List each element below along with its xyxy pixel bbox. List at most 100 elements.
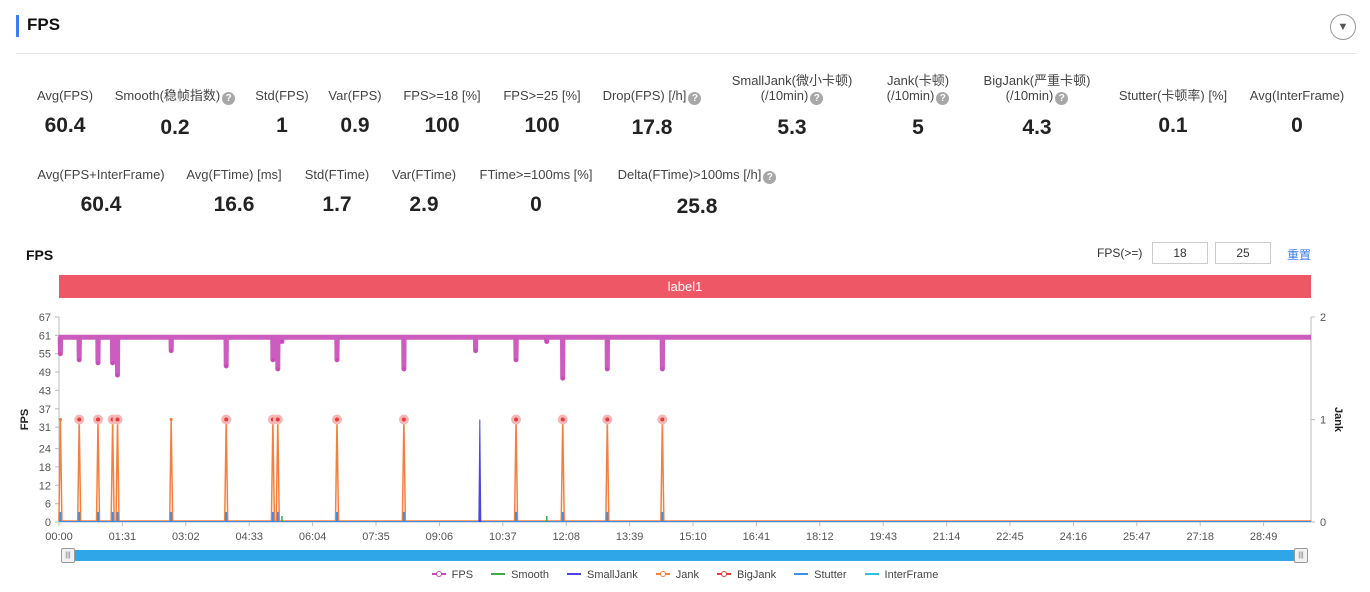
- help-icon[interactable]: ?: [810, 92, 824, 105]
- fps-dip-point: [402, 367, 406, 371]
- label-bar[interactable]: label1: [59, 275, 1311, 298]
- smalljank-spike: [478, 419, 482, 523]
- stat-stats_row1-9: BigJank(严重卡顿) (/10min)? 4.3: [947, 73, 1127, 139]
- stat-label: Var(FPS): [328, 88, 382, 103]
- fps-dip-point: [660, 367, 665, 371]
- x-tick-label: 06:04: [299, 531, 327, 543]
- jank-point: [58, 417, 62, 422]
- stat-value: 0: [1291, 114, 1303, 137]
- left-tick-label: 6: [45, 499, 51, 511]
- stat-stats_row1-4: FPS>=18 [%] 100: [352, 88, 532, 137]
- help-icon[interactable]: ?: [763, 171, 777, 184]
- stat-label: Delta(FTime)>100ms [/h]?: [607, 167, 787, 184]
- x-tick-label: 21:14: [933, 531, 961, 543]
- bigjank-point: [96, 417, 101, 422]
- fps-dip-point: [115, 373, 120, 377]
- legend-item-fps[interactable]: FPS: [431, 569, 473, 581]
- slider-left-handle[interactable]: |||: [61, 548, 75, 563]
- fps-dip-point: [110, 361, 115, 365]
- stat-label: BigJank(严重卡顿): [983, 73, 1091, 88]
- stat-stats_row1-10: Stutter(卡顿率) [%] 0.1: [1083, 88, 1263, 137]
- stat-stats_row2-5: Delta(FTime)>100ms [/h]? 25.8: [607, 167, 787, 218]
- stat-value: 1: [276, 114, 288, 137]
- fps-dip-point: [605, 367, 610, 371]
- help-icon[interactable]: ?: [688, 92, 702, 105]
- stutter-bar: [335, 512, 338, 522]
- fps-chart-title: FPS: [26, 247, 54, 263]
- stat-stats_row1-7: SmallJank(微小卡顿) (/10min)? 5.3: [702, 73, 882, 139]
- legend-swatch-icon: [566, 570, 581, 578]
- stutter-bar: [116, 512, 119, 522]
- x-tick-label: 07:35: [362, 531, 390, 543]
- help-icon[interactable]: ?: [222, 92, 236, 105]
- left-tick-label: 67: [39, 312, 51, 324]
- right-tick-label: 1: [1320, 415, 1326, 427]
- legend-item-interframe[interactable]: InterFrame: [864, 569, 938, 581]
- stutter-bar: [271, 512, 274, 522]
- help-icon[interactable]: ?: [936, 92, 950, 105]
- fps-dip-point: [335, 358, 339, 362]
- help-icon[interactable]: ?: [1055, 92, 1069, 105]
- panel-title: FPS: [27, 15, 61, 34]
- jank-spike: [110, 419, 115, 522]
- bigjank-point: [605, 417, 610, 422]
- jank-spike: [605, 419, 610, 522]
- time-range-slider[interactable]: [68, 550, 1301, 561]
- stat-stats_row1-5: FPS>=25 [%] 100: [452, 88, 632, 137]
- fps-dip-point: [280, 339, 284, 344]
- bigjank-point: [77, 417, 82, 422]
- stutter-bar: [225, 512, 228, 522]
- collapse-toggle-icon[interactable]: ▼: [1330, 14, 1356, 40]
- stutter-bar: [78, 512, 81, 522]
- fps-line: [57, 334, 1311, 381]
- stat-value: 1.7: [322, 193, 352, 216]
- stat-label: Var(FTime): [391, 167, 457, 182]
- stat-label: Avg(FTime) [ms]: [186, 167, 282, 182]
- legend-item-smooth[interactable]: Smooth: [491, 569, 549, 581]
- bigjank-point: [660, 417, 665, 422]
- legend-item-jank[interactable]: Jank: [655, 569, 699, 581]
- stat-stats_row1-1: Smooth(稳帧指数)? 0.2: [85, 88, 265, 139]
- fps-panel-header: FPS ▼: [16, 12, 1356, 54]
- jank-spike: [401, 419, 407, 522]
- left-tick-label: 49: [39, 367, 51, 379]
- jank-spike: [275, 419, 281, 522]
- stutter-bar: [402, 512, 405, 522]
- stat-stats_row1-3: Var(FPS) 0.9: [265, 88, 445, 137]
- fps-threshold-low-input[interactable]: [1152, 242, 1208, 264]
- stat-label-line2: (/10min)?: [828, 88, 1008, 105]
- stat-stats_row2-3: Var(FTime) 2.9: [334, 167, 514, 216]
- jank-spike: [513, 419, 519, 522]
- fps-dip-point: [58, 351, 63, 356]
- fps-threshold-high-input[interactable]: [1215, 242, 1271, 264]
- slider-right-handle[interactable]: |||: [1294, 548, 1308, 563]
- jank-spike: [223, 419, 229, 522]
- reset-link[interactable]: 重置: [1287, 248, 1312, 262]
- stat-stats_row1-11: Avg(InterFrame) 0: [1207, 88, 1370, 137]
- legend-swatch-icon: [431, 570, 446, 578]
- legend-item-stutter[interactable]: Stutter: [794, 569, 847, 581]
- right-tick-label: 2: [1320, 312, 1326, 324]
- x-tick-label: 12:08: [552, 531, 580, 543]
- fps-dip-point: [473, 348, 478, 353]
- right-tick-label: 0: [1320, 517, 1326, 529]
- bigjank-point: [514, 417, 519, 422]
- stat-label: Avg(InterFrame): [1249, 88, 1345, 103]
- legend-item-bigjank[interactable]: BigJank: [716, 569, 776, 581]
- jank-spike: [334, 419, 340, 522]
- jank-spike: [115, 419, 120, 522]
- legend-swatch-icon: [491, 570, 506, 578]
- bigjank-point: [275, 417, 280, 422]
- stat-value: 2.9: [409, 193, 439, 216]
- stat-value: 0.1: [1158, 114, 1188, 137]
- fps-dip-point: [271, 358, 275, 362]
- fps-dip-point: [275, 367, 280, 371]
- legend-item-smalljank[interactable]: SmallJank: [566, 569, 638, 581]
- stat-value: 25.8: [676, 195, 718, 218]
- x-tick-label: 04:33: [235, 531, 263, 543]
- stat-label: Avg(FPS+InterFrame): [37, 167, 165, 182]
- stat-label: FPS>=18 [%]: [403, 88, 481, 103]
- fps-dip-point: [514, 358, 518, 362]
- stat-stats_row1-0: Avg(FPS) 60.4: [0, 88, 155, 137]
